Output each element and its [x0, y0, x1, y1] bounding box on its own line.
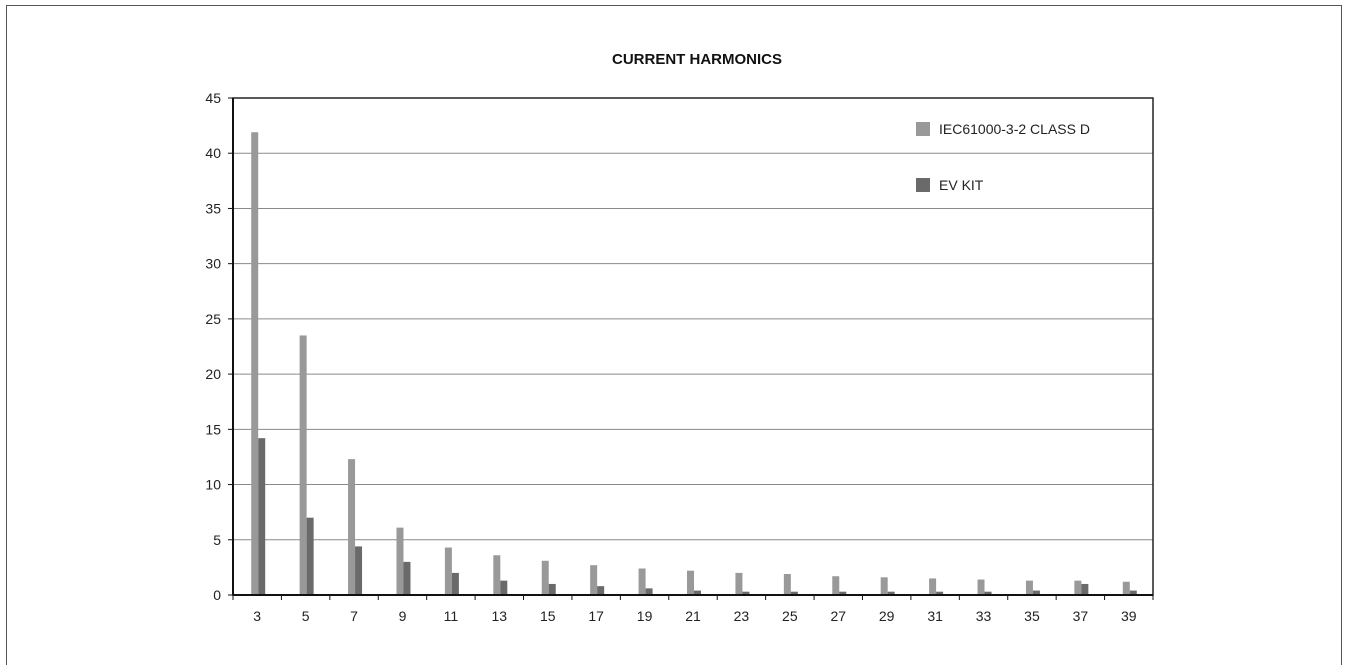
x-tick-label: 11: [444, 608, 459, 624]
bar-iec-limit-h13: [493, 555, 501, 595]
bar-iec-limit-h7: [348, 459, 356, 595]
legend-swatch-ev-kit: [916, 178, 930, 192]
bar-ev-kit-h13: [500, 580, 508, 595]
bars: [251, 132, 1137, 595]
grid-lines: [233, 152, 1153, 541]
y-tick-label: 0: [213, 587, 221, 603]
bar-ev-kit-h27: [839, 591, 847, 595]
legend-label-ev-kit: EV KIT: [939, 177, 984, 193]
bar-iec-limit-h23: [735, 572, 743, 595]
x-tick-label: 3: [253, 608, 261, 624]
y-tick-label: 40: [205, 145, 221, 161]
bar-ev-kit-h39: [1129, 590, 1137, 595]
bar-iec-limit-h11: [444, 547, 452, 595]
x-tick-label: 15: [540, 608, 556, 624]
x-tick-label: 39: [1121, 608, 1137, 624]
bar-ev-kit-h15: [548, 583, 556, 595]
y-tick-label: 25: [205, 311, 221, 327]
y-tick-label: 45: [205, 90, 221, 106]
bar-iec-limit-h37: [1074, 580, 1082, 595]
bar-ev-kit-h37: [1081, 583, 1089, 595]
x-tick-label: 23: [734, 608, 750, 624]
x-tick-label: 17: [588, 608, 604, 624]
bar-ev-kit-h17: [597, 586, 605, 595]
x-tick-label: 37: [1073, 608, 1089, 624]
bar-ev-kit-h33: [984, 591, 992, 595]
x-tick-label: 21: [685, 608, 701, 624]
y-tick-label: 15: [205, 421, 221, 437]
x-tick-label: 7: [350, 608, 358, 624]
x-tick-label: 27: [830, 608, 846, 624]
bar-iec-limit-h31: [929, 578, 937, 595]
bar-iec-limit-h9: [396, 527, 404, 595]
bar-ev-kit-h5: [306, 517, 314, 595]
legend-label-iec-limit: IEC61000-3-2 CLASS D: [939, 121, 1090, 137]
y-tick-label: 30: [205, 256, 221, 272]
x-tick-label: 35: [1024, 608, 1040, 624]
bar-ev-kit-h35: [1032, 590, 1040, 595]
bar-iec-limit-h29: [880, 577, 888, 595]
x-tick-label: 25: [782, 608, 798, 624]
bar-ev-kit-h3: [258, 438, 266, 595]
bar-ev-kit-h7: [355, 546, 363, 595]
plot-border: [232, 97, 1154, 596]
x-tick-label: 33: [976, 608, 992, 624]
y-tick-label: 20: [205, 366, 221, 382]
y-tick-label: 10: [205, 477, 221, 493]
bar-iec-limit-h27: [832, 576, 840, 595]
bar-ev-kit-h29: [887, 591, 895, 595]
legend-swatch-iec-limit: [916, 122, 930, 136]
bar-iec-limit-h3: [251, 132, 259, 595]
bar-ev-kit-h25: [790, 591, 798, 595]
bar-iec-limit-h39: [1122, 581, 1130, 595]
bar-iec-limit-h19: [638, 568, 646, 595]
chart-frame: [6, 5, 1342, 665]
chart-title: CURRENT HARMONICS: [612, 51, 782, 68]
bar-ev-kit-h11: [451, 572, 459, 595]
bar-ev-kit-h31: [936, 591, 944, 595]
bar-iec-limit-h35: [1025, 580, 1033, 595]
x-tick-label: 31: [927, 608, 943, 624]
bar-iec-limit-h33: [977, 579, 985, 595]
x-tick-label: 29: [879, 608, 895, 624]
x-tick-label: 5: [302, 608, 310, 624]
axes: [228, 97, 1154, 600]
x-tick-label: 9: [399, 608, 407, 624]
bar-ev-kit-h19: [645, 588, 653, 595]
bar-ev-kit-h23: [742, 591, 750, 595]
bar-iec-limit-h25: [783, 574, 791, 595]
y-tick-label: 5: [213, 532, 221, 548]
bar-iec-limit-h5: [299, 335, 307, 595]
y-tick-label: 35: [205, 200, 221, 216]
bar-ev-kit-h9: [403, 561, 411, 595]
x-tick-label: 13: [492, 608, 508, 624]
legend: IEC61000-3-2 CLASS D EV KIT: [916, 121, 1090, 193]
bar-ev-kit-h21: [694, 590, 701, 595]
bar-iec-limit-h21: [687, 570, 694, 595]
x-tick-label: 19: [637, 608, 653, 624]
bar-iec-limit-h15: [541, 560, 549, 595]
bar-iec-limit-h17: [590, 565, 598, 595]
